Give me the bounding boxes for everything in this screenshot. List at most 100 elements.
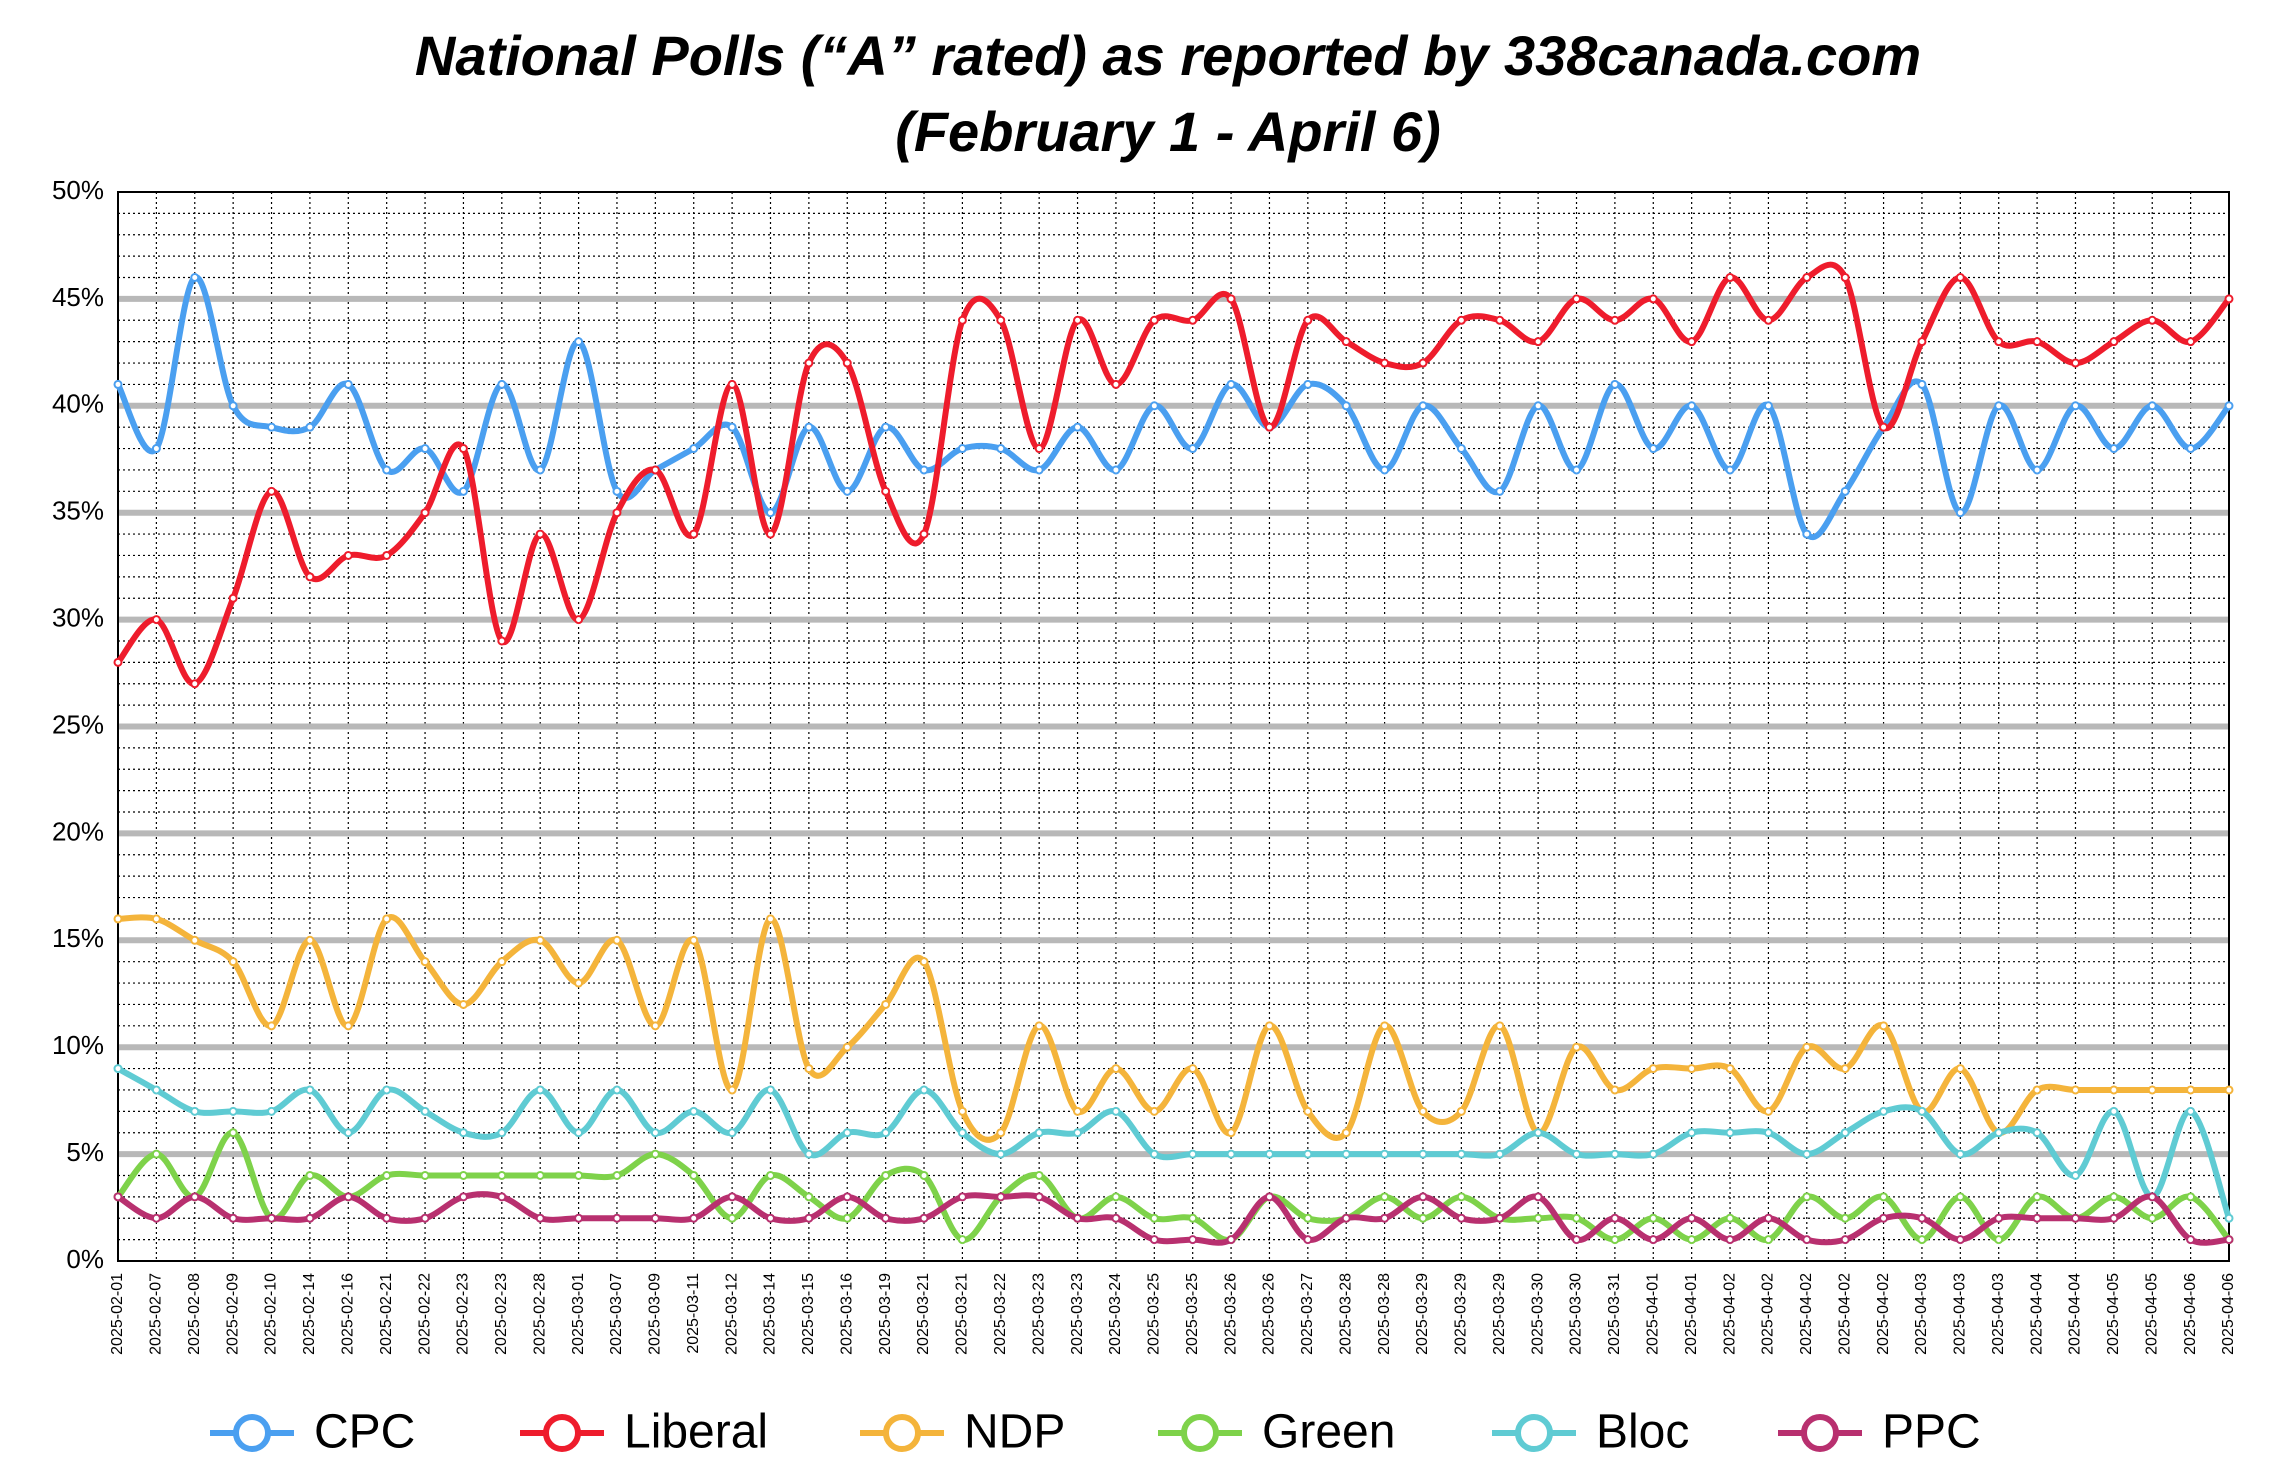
data-point	[1380, 1192, 1390, 1202]
data-point	[727, 1085, 737, 1095]
data-point	[2032, 1213, 2042, 1223]
x-tick-label: 2025-03-16	[838, 1273, 855, 1355]
y-tick-label: 5%	[66, 1137, 104, 1167]
x-tick: 2025-04-02	[1798, 1273, 1815, 1355]
data-point	[1341, 1213, 1351, 1223]
data-point	[113, 1064, 123, 1074]
data-point	[305, 935, 315, 945]
data-point	[343, 1192, 353, 1202]
data-point	[2109, 1085, 2119, 1095]
data-point	[919, 957, 929, 967]
data-point	[1380, 1149, 1390, 1159]
data-point	[612, 935, 622, 945]
data-point	[2186, 1106, 2196, 1116]
legend-marker	[1515, 1414, 1553, 1452]
chart-subtitle: (February 1 - April 6)	[895, 100, 1441, 163]
x-tick: 2025-03-19	[877, 1273, 894, 1355]
data-point	[151, 444, 161, 454]
x-tick-label: 2025-02-14	[301, 1273, 318, 1355]
data-point	[1456, 315, 1466, 325]
data-point	[2186, 444, 2196, 454]
data-point	[382, 1213, 392, 1223]
data-point	[842, 1213, 852, 1223]
x-tick: 2025-03-26	[1261, 1273, 1278, 1355]
data-point	[1188, 1149, 1198, 1159]
data-point	[612, 486, 622, 496]
data-point	[2032, 1192, 2042, 1202]
data-point	[1034, 465, 1044, 475]
x-tick-label: 2025-03-23	[1069, 1273, 1086, 1355]
data-point	[1648, 1213, 1658, 1223]
data-point	[2070, 401, 2080, 411]
y-tick-label: 25%	[52, 709, 104, 739]
data-point	[1994, 1235, 2004, 1245]
data-point	[1879, 1213, 1889, 1223]
x-tick: 2025-04-02	[1760, 1273, 1777, 1355]
data-point	[497, 1128, 507, 1138]
data-point	[957, 1235, 967, 1245]
data-point	[1725, 273, 1735, 283]
data-point	[574, 337, 584, 347]
data-point	[1840, 486, 1850, 496]
data-point	[1955, 508, 1965, 518]
data-point	[1725, 1128, 1735, 1138]
data-point	[2032, 465, 2042, 475]
data-point	[1533, 337, 1543, 347]
data-point	[1380, 358, 1390, 368]
data-point	[1073, 1106, 1083, 1116]
data-point	[996, 1128, 1006, 1138]
y-tick-label: 35%	[52, 496, 104, 526]
data-point	[267, 1106, 277, 1116]
data-point	[2147, 1213, 2157, 1223]
x-tick-label: 2025-03-24	[1107, 1273, 1124, 1355]
data-point	[458, 486, 468, 496]
x-tick: 2025-03-09	[647, 1273, 664, 1355]
data-point	[1648, 444, 1658, 454]
x-tick-label: 2025-03-26	[1261, 1273, 1278, 1355]
data-point	[689, 1106, 699, 1116]
x-tick-label: 2025-03-29	[1491, 1273, 1508, 1355]
data-point	[420, 444, 430, 454]
data-point	[1955, 273, 1965, 283]
x-tick: 2025-02-09	[224, 1273, 241, 1355]
data-point	[1073, 315, 1083, 325]
data-point	[1955, 1192, 1965, 1202]
x-tick-label: 2025-02-08	[186, 1273, 203, 1355]
data-point	[881, 486, 891, 496]
data-point	[574, 615, 584, 625]
data-point	[1687, 401, 1697, 411]
data-point	[1610, 1213, 1620, 1223]
data-point	[458, 444, 468, 454]
data-point	[1264, 1192, 1274, 1202]
data-point	[458, 999, 468, 1009]
data-point	[1763, 1235, 1773, 1245]
data-point	[1610, 1149, 1620, 1159]
x-tick-label: 2025-03-28	[1337, 1273, 1354, 1355]
data-point	[1533, 1128, 1543, 1138]
x-tick-label: 2025-03-15	[800, 1273, 817, 1355]
data-point	[2186, 337, 2196, 347]
x-tick-label: 2025-02-23	[493, 1273, 510, 1355]
data-point	[1111, 379, 1121, 389]
data-point	[497, 1192, 507, 1202]
x-tick: 2025-03-21	[954, 1273, 971, 1355]
data-point	[689, 444, 699, 454]
x-tick-label: 2025-03-30	[1568, 1273, 1585, 1355]
x-tick-label: 2025-02-10	[263, 1273, 280, 1355]
x-tick: 2025-04-03	[1913, 1273, 1930, 1355]
legend-label: PPC	[1882, 1406, 1981, 1459]
data-point	[1034, 1128, 1044, 1138]
data-point	[919, 1085, 929, 1095]
x-tick: 2025-04-05	[2105, 1273, 2122, 1355]
data-point	[2224, 1213, 2234, 1223]
data-point	[190, 1106, 200, 1116]
data-point	[1763, 315, 1773, 325]
x-tick: 2025-03-14	[762, 1273, 779, 1355]
data-point	[2224, 1085, 2234, 1095]
legend-label: Green	[1262, 1406, 1395, 1459]
data-point	[458, 1128, 468, 1138]
data-point	[1495, 486, 1505, 496]
legend-marker	[1801, 1414, 1839, 1452]
data-point	[535, 529, 545, 539]
data-point	[1495, 1213, 1505, 1223]
